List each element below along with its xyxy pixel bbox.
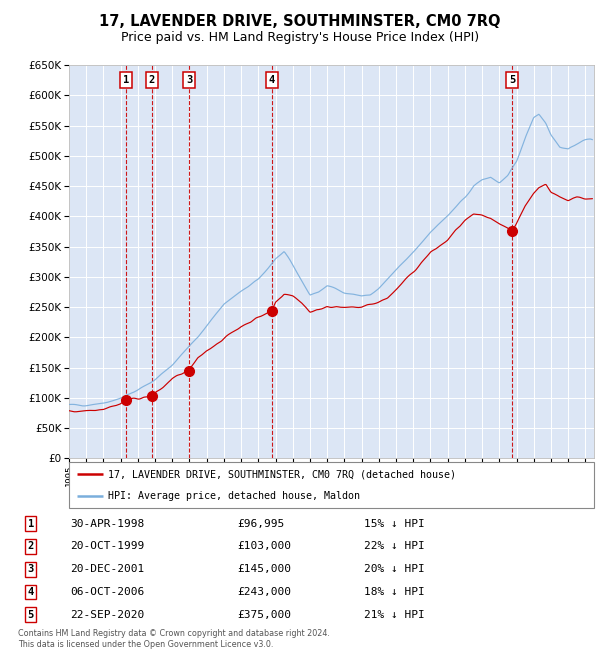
Text: 20% ↓ HPI: 20% ↓ HPI xyxy=(364,564,424,574)
Text: Contains HM Land Registry data © Crown copyright and database right 2024.
This d: Contains HM Land Registry data © Crown c… xyxy=(18,629,330,649)
Text: 2: 2 xyxy=(148,75,155,85)
Text: £243,000: £243,000 xyxy=(237,587,291,597)
Text: 3: 3 xyxy=(186,75,192,85)
Text: 5: 5 xyxy=(28,610,34,619)
Text: 30-APR-1998: 30-APR-1998 xyxy=(70,519,144,528)
Text: 5: 5 xyxy=(509,75,515,85)
Text: 3: 3 xyxy=(28,564,34,574)
Text: 17, LAVENDER DRIVE, SOUTHMINSTER, CM0 7RQ: 17, LAVENDER DRIVE, SOUTHMINSTER, CM0 7R… xyxy=(99,14,501,29)
Text: 4: 4 xyxy=(28,587,34,597)
Text: 06-OCT-2006: 06-OCT-2006 xyxy=(70,587,144,597)
Text: £103,000: £103,000 xyxy=(237,541,291,551)
Text: £145,000: £145,000 xyxy=(237,564,291,574)
Text: 20-DEC-2001: 20-DEC-2001 xyxy=(70,564,144,574)
Text: 1: 1 xyxy=(123,75,130,85)
Text: 21% ↓ HPI: 21% ↓ HPI xyxy=(364,610,424,619)
Text: 15% ↓ HPI: 15% ↓ HPI xyxy=(364,519,424,528)
Text: 17, LAVENDER DRIVE, SOUTHMINSTER, CM0 7RQ (detached house): 17, LAVENDER DRIVE, SOUTHMINSTER, CM0 7R… xyxy=(109,469,457,479)
Text: Price paid vs. HM Land Registry's House Price Index (HPI): Price paid vs. HM Land Registry's House … xyxy=(121,31,479,44)
Text: HPI: Average price, detached house, Maldon: HPI: Average price, detached house, Mald… xyxy=(109,491,361,500)
Text: 22% ↓ HPI: 22% ↓ HPI xyxy=(364,541,424,551)
Text: 4: 4 xyxy=(268,75,275,85)
Text: 1: 1 xyxy=(28,519,34,528)
Text: 20-OCT-1999: 20-OCT-1999 xyxy=(70,541,144,551)
Text: 2: 2 xyxy=(28,541,34,551)
Text: £96,995: £96,995 xyxy=(237,519,284,528)
Text: 18% ↓ HPI: 18% ↓ HPI xyxy=(364,587,424,597)
Text: 22-SEP-2020: 22-SEP-2020 xyxy=(70,610,144,619)
Text: £375,000: £375,000 xyxy=(237,610,291,619)
